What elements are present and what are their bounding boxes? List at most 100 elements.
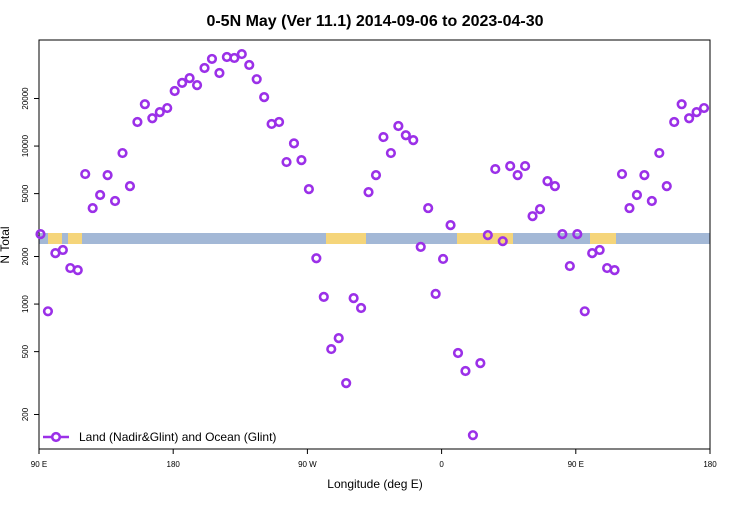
point — [654, 147, 665, 159]
point — [139, 99, 150, 110]
point — [199, 62, 210, 74]
point — [333, 333, 344, 344]
point — [102, 169, 113, 181]
point — [385, 147, 397, 159]
point — [616, 168, 628, 180]
point — [698, 102, 710, 114]
point — [251, 74, 262, 85]
point — [527, 211, 538, 222]
point — [117, 147, 128, 159]
x-tick-label: 0 — [439, 460, 444, 469]
point — [154, 107, 165, 118]
x-tick-label: 90 W — [298, 460, 317, 469]
point — [661, 180, 672, 192]
point — [415, 241, 426, 253]
point — [191, 80, 203, 91]
point — [684, 113, 695, 124]
point — [273, 116, 285, 128]
point — [341, 378, 352, 389]
point — [669, 116, 680, 128]
x-tick-label: 90 E — [568, 460, 584, 469]
x-axis-label: Longitude (deg E) — [327, 477, 422, 491]
point — [646, 195, 657, 207]
point — [437, 253, 449, 265]
y-tick-label: 1000 — [21, 295, 30, 313]
y-tick-label: 200 — [21, 407, 30, 421]
point — [452, 347, 464, 359]
point — [303, 184, 314, 195]
point — [318, 291, 329, 303]
point — [378, 131, 389, 143]
legend-marker — [50, 431, 62, 443]
point — [370, 169, 382, 181]
point — [639, 169, 650, 181]
point — [296, 154, 307, 166]
point — [393, 120, 404, 132]
land-patch — [590, 233, 616, 244]
point — [631, 189, 643, 201]
point — [490, 163, 501, 175]
point — [497, 236, 508, 247]
point — [676, 99, 687, 110]
point — [259, 92, 270, 103]
point — [80, 168, 91, 180]
point — [445, 220, 456, 231]
point — [520, 160, 531, 172]
point — [355, 302, 367, 314]
y-tick-label: 20000 — [21, 87, 30, 110]
point — [557, 229, 568, 240]
land-patch — [326, 233, 366, 244]
point — [512, 169, 523, 181]
point — [42, 306, 54, 317]
point — [177, 77, 188, 89]
x-tick-label: 180 — [167, 460, 181, 469]
series — [35, 48, 710, 441]
land-patch — [48, 233, 62, 244]
y-tick-label: 10000 — [21, 134, 30, 157]
point — [132, 116, 143, 128]
point — [408, 135, 419, 146]
point — [326, 343, 337, 355]
point — [572, 229, 583, 240]
y-tick-label: 5000 — [21, 184, 30, 202]
point — [430, 288, 441, 299]
point — [624, 202, 635, 214]
point — [505, 160, 516, 172]
point — [609, 265, 620, 276]
point — [564, 260, 575, 272]
point — [288, 138, 300, 149]
point — [460, 365, 471, 377]
point — [244, 59, 255, 71]
y-tick-label: 500 — [21, 344, 30, 358]
point — [549, 180, 561, 192]
point — [534, 204, 546, 215]
point — [363, 187, 374, 198]
x-tick-label: 90 E — [31, 460, 47, 469]
point — [109, 195, 121, 207]
point — [87, 202, 98, 214]
point — [311, 253, 322, 264]
point — [475, 358, 486, 369]
point — [467, 430, 479, 441]
point — [124, 180, 136, 192]
point — [423, 202, 434, 214]
point — [236, 48, 247, 60]
point — [206, 53, 218, 65]
point — [162, 102, 173, 114]
point — [229, 52, 240, 64]
point — [594, 244, 605, 256]
point — [57, 244, 68, 256]
point — [214, 67, 225, 79]
ocean-band — [39, 233, 710, 244]
x-tick-label: 180 — [703, 460, 717, 469]
point — [482, 230, 493, 241]
point — [691, 107, 702, 118]
legend-label: Land (Nadir&Glint) and Ocean (Glint) — [79, 430, 276, 444]
point — [184, 73, 195, 84]
point — [348, 293, 359, 304]
point — [169, 85, 180, 97]
land-ocean-strip — [39, 233, 710, 244]
y-axis-label: N Total — [0, 226, 12, 263]
